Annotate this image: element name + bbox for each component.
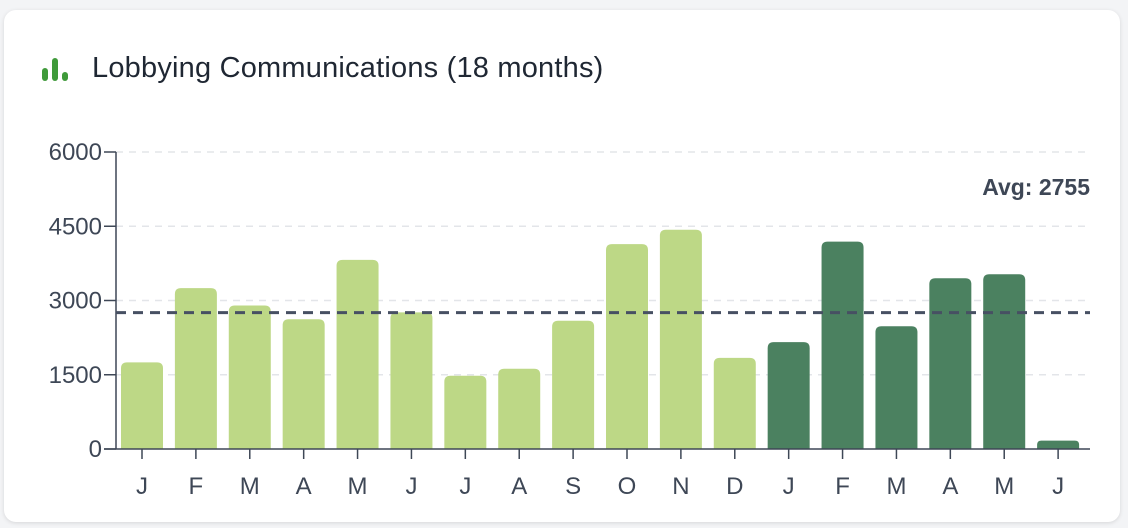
x-tick-label: J: [136, 473, 148, 500]
bar[interactable]: [713, 357, 756, 449]
bar[interactable]: [228, 305, 271, 449]
x-tick-label: A: [511, 473, 527, 500]
bar[interactable]: [767, 342, 810, 449]
bar[interactable]: [174, 288, 217, 449]
bar[interactable]: [390, 312, 433, 449]
card-header: Lobbying Communications (18 months): [40, 50, 604, 86]
x-tick-label: J: [459, 473, 471, 500]
bar[interactable]: [498, 368, 541, 449]
bar[interactable]: [821, 241, 864, 449]
axes: [104, 151, 1090, 459]
average-line-group: Avg: 2755: [116, 174, 1090, 315]
x-tick-label: D: [726, 473, 743, 500]
bar[interactable]: [336, 259, 379, 449]
x-tick-label: J: [783, 473, 795, 500]
bar[interactable]: [983, 274, 1026, 449]
bar[interactable]: [444, 375, 487, 449]
x-tick-label: M: [348, 473, 368, 500]
x-tick-label: A: [942, 473, 958, 500]
x-tick-label: J: [405, 473, 417, 500]
bar[interactable]: [606, 244, 648, 449]
bars: [121, 229, 1080, 449]
gridlines: [116, 151, 1090, 376]
bar-chart-icon: [42, 58, 68, 81]
x-tick-label: M: [240, 473, 260, 500]
bar[interactable]: [1037, 440, 1080, 449]
y-tick-label: 1500: [49, 362, 102, 389]
axis-labels: 6000 4500 3000 1500 0 J F M A M J J A S O N D J F M A M J: [49, 139, 1065, 500]
bar[interactable]: [875, 326, 918, 449]
bar[interactable]: [929, 278, 972, 449]
y-tick-label: 4500: [49, 213, 102, 240]
x-tick-label: F: [189, 473, 204, 500]
x-tick-label: O: [618, 473, 637, 500]
x-tick-label: F: [835, 473, 850, 500]
y-tick-label: 6000: [49, 139, 102, 166]
x-tick-label: S: [565, 473, 581, 500]
x-tick-label: J: [1052, 473, 1064, 500]
bar[interactable]: [282, 319, 325, 449]
bar[interactable]: [659, 229, 702, 449]
average-label: Avg: 2755: [982, 174, 1090, 200]
x-tick-label: M: [886, 473, 906, 500]
x-tick-label: M: [994, 473, 1014, 500]
bar[interactable]: [121, 362, 163, 449]
bar[interactable]: [552, 320, 595, 449]
y-tick-label: 3000: [49, 288, 102, 315]
x-tick-label: N: [672, 473, 689, 500]
chart-title: Lobbying Communications (18 months): [92, 51, 604, 84]
y-tick-label: 0: [89, 436, 102, 463]
x-tick-label: A: [296, 473, 312, 500]
